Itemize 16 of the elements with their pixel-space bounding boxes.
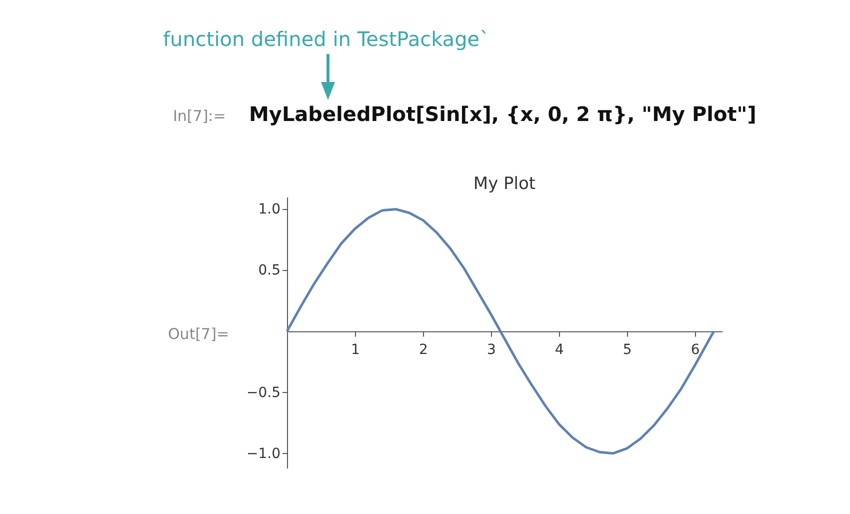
chart-title: My Plot (473, 174, 536, 194)
text: In[7]:= (173, 107, 226, 125)
x-tick-label: 5 (622, 342, 632, 358)
y-tick-label: −1.0 (246, 446, 280, 462)
x-tick-label: 4 (554, 342, 564, 358)
text: function defined in TestPackage` (163, 27, 490, 51)
text: Out[7]= (168, 325, 230, 343)
text: MyLabeledPlot[Sin[x], {x, 0, 2 π}, "My Plot"] (249, 102, 756, 126)
y-tick-label: 0.5 (258, 262, 280, 279)
x-tick-label: 3 (486, 342, 496, 358)
line-series (286, 208, 716, 455)
y-tick-label: 1.0 (258, 202, 280, 218)
x-tick-label: 6 (690, 342, 700, 358)
x-tick-label: 2 (418, 342, 428, 358)
x-tick-label: 1 (351, 342, 360, 358)
y-tick-label: −0.5 (246, 384, 280, 401)
